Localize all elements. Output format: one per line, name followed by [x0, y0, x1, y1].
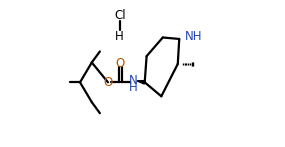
Text: H: H	[129, 81, 138, 94]
Text: O: O	[116, 57, 125, 70]
Polygon shape	[137, 81, 145, 84]
Text: O: O	[103, 76, 113, 89]
Text: N: N	[129, 74, 138, 87]
Text: NH: NH	[185, 30, 202, 43]
Text: H: H	[115, 30, 124, 42]
Text: Cl: Cl	[114, 9, 125, 22]
